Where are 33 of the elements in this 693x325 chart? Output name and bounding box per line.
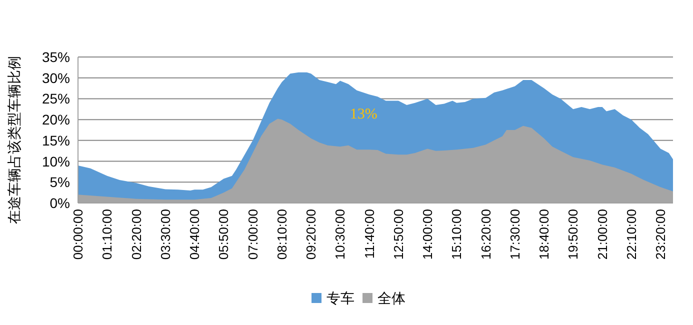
x-tick-label: 15:10:00: [449, 209, 464, 260]
x-tick-label: 18:40:00: [536, 209, 552, 260]
x-tick-label: 16:20:00: [478, 209, 494, 260]
y-tick-label: 35%: [42, 49, 70, 65]
x-tick-label: 17:30:00: [507, 209, 522, 260]
y-tick-label: 15%: [42, 132, 70, 148]
x-tick-label: 00:00:00: [70, 209, 86, 260]
x-tick-label: 09:20:00: [304, 209, 319, 260]
x-tick-label: 02:20:00: [128, 209, 144, 260]
y-tick-label: 25%: [42, 90, 70, 107]
x-tick-label: 08:10:00: [274, 209, 290, 260]
y-tick-label: 0%: [50, 195, 70, 211]
x-tick-label: 19:50:00: [566, 209, 581, 260]
x-tick-label: 21:00:00: [594, 209, 610, 260]
x-tick-label: 07:00:00: [245, 209, 260, 260]
x-tick-label: 10:30:00: [332, 209, 348, 260]
y-tick-label: 5%: [50, 174, 70, 190]
x-tick-label: 05:50:00: [216, 209, 232, 260]
legend-label: 全体: [378, 290, 406, 306]
x-tick-label: 12:50:00: [390, 209, 406, 260]
x-tick-label: 03:30:00: [158, 209, 173, 260]
x-tick-label: 22:10:00: [624, 209, 639, 260]
x-tick-label: 11:40:00: [362, 209, 377, 259]
y-tick-label: 10%: [42, 153, 70, 170]
x-tick-label: 14:00:00: [420, 209, 436, 260]
legend-label: 专车: [326, 290, 354, 306]
y-tick-label: 30%: [42, 70, 70, 86]
y-axis-title: 在途车辆占该类型车辆比例: [6, 56, 22, 224]
x-tick-label: 04:40:00: [187, 209, 202, 260]
y-tick-label: 20%: [42, 112, 70, 128]
x-tick-label: 01:10:00: [100, 209, 115, 260]
x-tick-label: 23:20:00: [653, 209, 668, 260]
annotation: 13%: [350, 106, 378, 122]
